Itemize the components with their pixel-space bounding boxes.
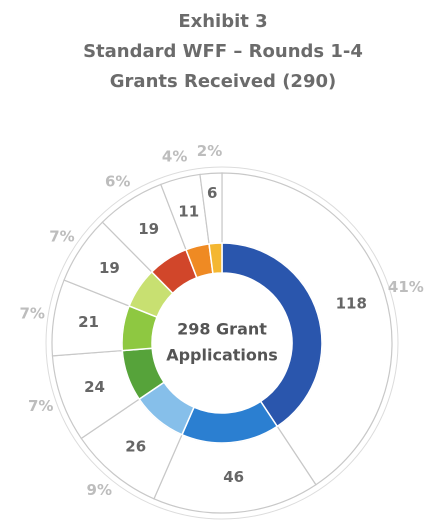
percent-label: 6% [105, 172, 130, 190]
chart-title: Exhibit 3 [178, 11, 267, 32]
value-label: 24 [84, 378, 105, 396]
value-label: 11 [178, 203, 199, 221]
chart-title: Grants Received (290) [110, 71, 336, 92]
value-label: 21 [78, 313, 99, 331]
percent-label: 2% [197, 142, 222, 160]
percent-label: 41% [388, 278, 424, 296]
percent-label: 9% [87, 481, 112, 499]
value-label: 26 [125, 437, 146, 455]
center-label: Applications [166, 346, 278, 365]
percent-label: 7% [19, 304, 44, 322]
percent-label: 7% [28, 397, 53, 415]
donut-segment [221, 242, 323, 428]
chart-title: Standard WFF – Rounds 1-4 [83, 41, 363, 62]
center-label: 298 Grant [177, 320, 267, 339]
value-label: 19 [99, 259, 120, 277]
percent-label: 7% [49, 227, 74, 245]
outer-ring [45, 166, 399, 520]
percent-label: 4% [162, 147, 187, 165]
donut-segment [208, 242, 223, 275]
value-label: 118 [336, 295, 367, 313]
value-label: 46 [223, 468, 244, 486]
value-label: 19 [138, 220, 159, 238]
value-label: 6 [207, 184, 217, 202]
